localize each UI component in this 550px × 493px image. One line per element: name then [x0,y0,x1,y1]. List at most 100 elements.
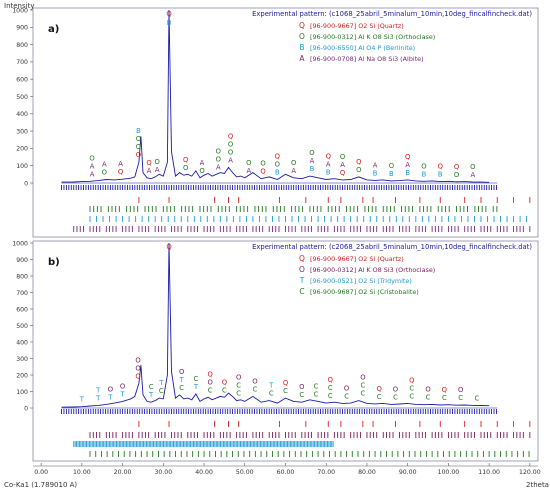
peak-marker-orthoclase_b: O [108,385,113,393]
y-tick-label: 700 [16,290,28,297]
peak-marker-cristobalite: C [475,394,480,402]
peak-marker-cristobalite: C [179,384,184,392]
plot-frame [32,240,539,462]
legend-entry-quartz: [96-900-9667] O2 Si (Quartz) [310,22,404,30]
y-tick-label: 400 [16,339,28,346]
peak-marker-tridymite: T [95,394,101,402]
peak-marker-berlinite: B [326,169,331,177]
peak-marker-orthoclase: O [155,158,160,166]
peak-marker-cristobalite: C [442,394,447,402]
peak-marker-orthoclase: O [260,160,265,168]
y-tick-label: 200 [16,372,28,379]
peak-marker-berlinite: B [136,127,141,135]
peak-marker-cristobalite: C [283,387,288,395]
legend-symbol-orthoclase: O [299,32,305,41]
peak-marker-quartz: Q [118,168,123,176]
legend-entry-orthoclase: [96-900-0312] Al K O8 Si3 (Orthoclase) [310,33,435,41]
x-tick-label: 20.00 [114,469,132,476]
peak-marker-cristobalite: C [409,392,414,400]
x-tick-label: 70.00 [317,469,335,476]
peak-marker-orthoclase: O [291,159,296,167]
peak-marker-albite: A [102,161,107,169]
peak-marker-berlinite: B [275,169,280,177]
peak-marker-quartz: Q [166,243,171,251]
peak-marker-orthoclase: O [102,169,107,177]
legend-entry-quartz: [96-900-9667] O2 Si (Quartz) [310,255,404,263]
peak-marker-cristobalite: C [361,390,366,398]
peak-marker-orthoclase: O [275,161,280,169]
legend-symbol-quartz: Q [299,254,305,263]
peak-marker-berlinite: B [422,170,427,178]
peak-marker-tridymite: T [95,386,101,394]
peak-marker-quartz: Q [228,132,233,140]
peak-marker-quartz: Q [207,370,212,378]
legend-entry-albite: [96-900-0708] Al Na O8 Si3 (Albite) [310,55,424,63]
x-tick-label: 120.00 [519,469,541,476]
peak-marker-cristobalite: C [361,382,366,390]
peak-marker-orthoclase: O [228,140,233,148]
y-tick-label: 900 [16,257,28,264]
legend-entry-orthoclase_b: [96-900-0312] Al K O8 Si3 (Orthoclase) [310,266,435,274]
diffraction-pattern-line [61,242,490,408]
peak-marker-orthoclase: O [89,154,94,162]
legend-symbol-orthoclase_b: O [299,265,305,274]
peak-marker-orthoclase: O [136,135,141,143]
peak-marker-quartz: Q [328,376,333,384]
peak-marker-cristobalite: C [328,384,333,392]
peak-marker-orthoclase: O [246,159,251,167]
legend-entry-tridymite: [96-900-0521] O2 Si (Tridymite) [310,277,412,285]
peak-marker-orthoclase_b: O [425,386,430,394]
peak-marker-cristobalite: C [299,391,304,399]
peak-marker-orthoclase_b: O [344,384,349,392]
peak-marker-orthoclase: O [228,148,233,156]
peak-marker-orthoclase: O [199,167,204,175]
x-tick-label: 0.00 [34,469,48,476]
peak-marker-quartz: Q [183,156,188,164]
peak-marker-albite: A [340,161,345,169]
x-tick-label: 80.00 [358,469,376,476]
x-tick-label: 40.00 [195,469,213,476]
chart-panel-a: 0 100 200 300 400 500 600 700 800 900 1000 a) Experi… [12,7,539,238]
x-tick-label: 100.00 [438,469,460,476]
y-tick-label: 500 [16,323,28,330]
peak-marker-quartz: Q [135,372,140,380]
peak-marker-orthoclase: O [389,162,394,170]
peak-marker-orthoclase: O [216,155,221,163]
peak-marker-quartz: Q [260,168,265,176]
peak-marker-orthoclase: O [356,166,361,174]
y-tick-label: 200 [16,146,28,153]
peak-marker-quartz: Q [340,169,345,177]
peak-marker-albite: A [200,159,205,167]
peak-marker-quartz: Q [275,153,280,161]
x-tick-label: 50.00 [236,469,254,476]
y-tick-label: 100 [16,389,28,396]
peak-marker-tridymite: T [158,379,164,387]
peak-marker-orthoclase_b: O [393,385,398,393]
peak-marker-cristobalite: C [159,387,164,395]
y-tick-label: 1000 [12,7,28,14]
legend-symbol-cristobalite: C [299,287,304,296]
y-tick-label: 300 [16,128,28,135]
peak-marker-cristobalite: C [236,390,241,398]
peak-marker-cristobalite: C [458,394,463,402]
y-tick-label: 800 [16,42,28,49]
y-tick-label: 900 [16,25,28,32]
peak-marker-cristobalite: C [393,393,398,401]
peak-marker-albite: A [228,156,233,164]
peak-marker-orthoclase: O [454,171,459,179]
peak-marker-cristobalite: C [236,382,241,390]
peak-marker-quartz: Q [283,379,288,387]
peak-marker-tridymite: T [193,383,199,391]
peak-marker-cristobalite: C [314,390,319,398]
peak-marker-quartz: Q [376,385,381,393]
peak-marker-quartz: Q [442,386,447,394]
peak-marker-tridymite: T [120,390,126,398]
peak-marker-cristobalite: C [426,394,431,402]
peak-marker-albite: A [373,161,378,169]
legend-entry-berlinite: [96-900-6550] Al O4 P (Berlinite) [310,44,415,52]
peak-marker-orthoclase: O [136,143,141,151]
diffraction-pattern-line [61,9,490,183]
peak-marker-orthoclase: O [309,149,314,157]
y-tick-label: 400 [16,111,28,118]
peak-marker-tridymite: T [268,382,274,390]
